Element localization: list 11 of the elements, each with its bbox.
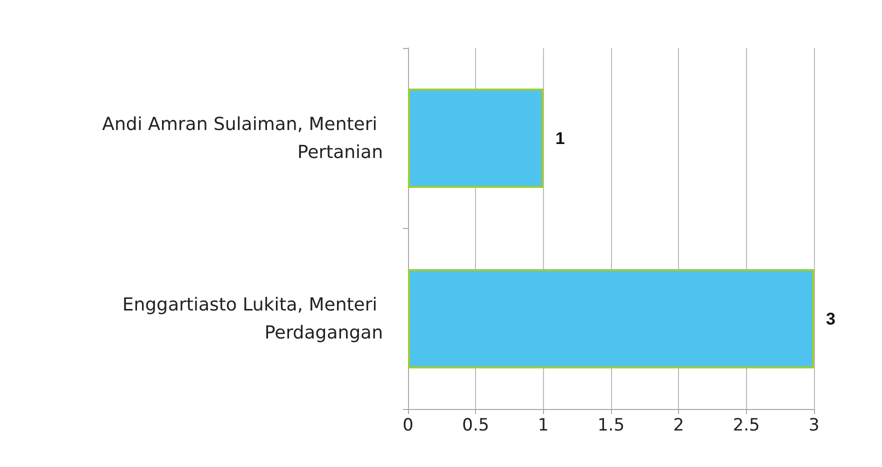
x-tick-label: 0 xyxy=(402,416,414,436)
x-tick-label: 2.5 xyxy=(732,416,760,436)
data-label: 3 xyxy=(826,309,836,328)
data-label: 1 xyxy=(555,128,565,148)
x-tick-label: 1 xyxy=(538,416,549,436)
y-tick-label: Enggartiasto Lukita, Menteri Perdagangan xyxy=(122,294,383,344)
x-tick-label: 1.5 xyxy=(597,416,625,436)
x-tick-label: 3 xyxy=(808,416,820,436)
x-tick-label: 0.5 xyxy=(462,416,490,436)
x-tick-label: 2 xyxy=(673,416,684,436)
y-tick-label: Andi Amran Sulaiman, Menteri Pertanian xyxy=(102,114,383,163)
